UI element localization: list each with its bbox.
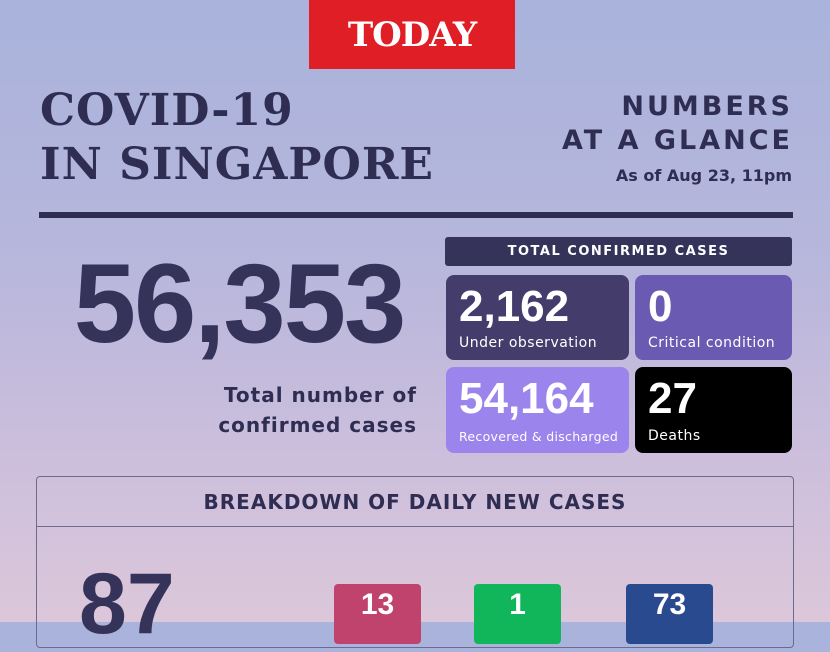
confirmed-cases-header: TOTAL CONFIRMED CASES [445,237,792,266]
recovered-label: Recovered & discharged [459,429,619,444]
deaths-label: Deaths [648,428,701,444]
caption-line-1: Total number of [223,383,417,407]
recovered-card: 54,164 Recovered & discharged [446,367,629,453]
daily-item-3: 73 [626,584,713,644]
title-line-2: IN SINGAPORE [40,139,434,190]
as-of-timestamp: As of Aug 23, 11pm [615,166,792,185]
under-observation-card: 2,162 Under observation [446,275,629,360]
subtitle: NUMBERS AT A GLANCE [562,90,793,158]
under-observation-label: Under observation [459,335,598,351]
today-logo: TODAY [309,0,515,69]
title-line-1: COVID-19 [40,85,294,136]
caption-line-2: confirmed cases [218,413,417,437]
recovered-value: 54,164 [459,374,594,423]
under-observation-value: 2,162 [459,282,570,331]
deaths-value: 27 [648,374,697,423]
critical-condition-card: 0 Critical condition [635,275,792,360]
daily-breakdown-header: BREAKDOWN OF DAILY NEW CASES [37,477,793,527]
subtitle-line-1: NUMBERS [621,91,793,122]
total-cases-caption: Total number of confirmed cases [218,380,417,440]
daily-item-1: 13 [334,584,421,644]
daily-breakdown-panel: BREAKDOWN OF DAILY NEW CASES 87 13 1 73 [36,476,794,648]
deaths-card: 27 Deaths [635,367,792,453]
daily-item-2: 1 [474,584,561,644]
total-cases-number: 56,353 [73,241,407,366]
page-title: COVID-19 IN SINGAPORE [40,84,434,192]
subtitle-line-2: AT A GLANCE [561,125,793,156]
critical-condition-value: 0 [648,282,673,331]
daily-total-number: 87 [79,556,175,652]
critical-condition-label: Critical condition [648,335,776,351]
header-divider [39,212,793,218]
